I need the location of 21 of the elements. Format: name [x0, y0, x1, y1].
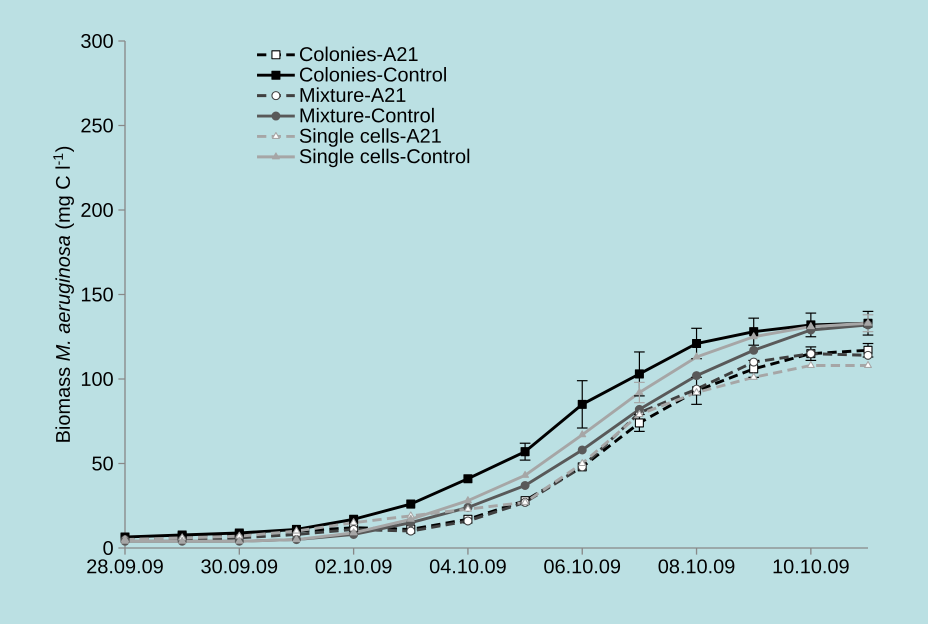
x-tick-label: 10.10.09	[774, 559, 849, 574]
y-tick-label: 300	[81, 34, 113, 48]
x-tick-label: 02.10.09	[316, 559, 392, 574]
legend-label: Colonies-A21	[300, 46, 418, 62]
x-tick-label: 04.10.09	[430, 559, 506, 574]
legend-label: Mixture-Control	[300, 108, 434, 122]
y-tick-label: 100	[82, 372, 113, 386]
legend-label: Mixture-A21	[300, 87, 406, 102]
legend-label: Single cells-Control	[300, 148, 470, 168]
x-tick-label: 08.10.09	[658, 559, 734, 574]
x-tick-label: 30.09.09	[201, 559, 278, 574]
x-tick-label: 06.10.09	[544, 559, 620, 574]
x-tick-label: 28.09.09	[87, 559, 163, 574]
legend-label: Colonies-Control	[300, 66, 446, 82]
y-tick-label: 150	[82, 287, 113, 302]
legend-label: Single cells-A21	[300, 128, 441, 147]
y-tick-label: 50	[92, 456, 113, 471]
y-tick-label: 200	[81, 202, 113, 218]
y-tick-label: 0	[103, 540, 113, 556]
y-tick-label: 250	[81, 118, 113, 133]
y-axis-title: Biomass M. aeruginosa (mg C l$^{-1}$)	[53, 146, 74, 442]
